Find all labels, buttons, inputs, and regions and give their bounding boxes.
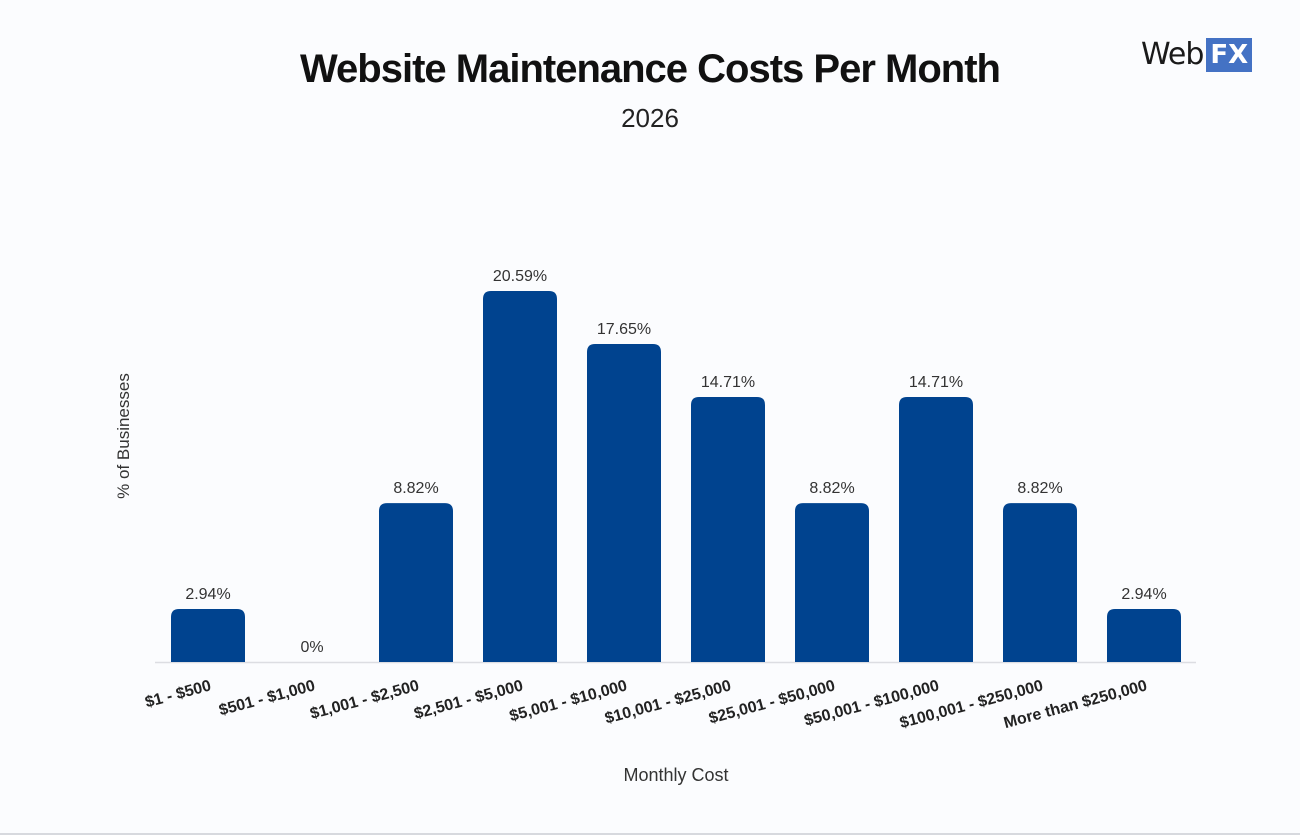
chart-subtitle: 2026	[621, 103, 679, 133]
data-label: 2.94%	[1121, 586, 1166, 603]
bar	[587, 343, 661, 662]
data-label: 2.94%	[185, 586, 230, 603]
x-tick-label: $1,001 - $2,500	[308, 677, 421, 722]
x-tick-label: $1 - $500	[143, 677, 213, 711]
data-label: 8.82%	[393, 480, 438, 497]
data-label: 8.82%	[809, 480, 854, 497]
data-label: 14.71%	[909, 374, 963, 391]
bar	[1003, 503, 1077, 662]
bar	[171, 609, 245, 662]
data-label: 14.71%	[701, 374, 755, 391]
bar	[691, 396, 765, 662]
chart-title: Website Maintenance Costs Per Month	[300, 47, 1000, 91]
data-label: 20.59%	[493, 268, 547, 285]
bar	[483, 291, 557, 662]
data-label: 17.65%	[597, 321, 651, 338]
webfx-logo: Web FX	[1141, 37, 1253, 72]
bar	[899, 396, 973, 662]
data-label: 8.82%	[1017, 480, 1062, 497]
bar	[795, 503, 869, 662]
x-axis-label: Monthly Cost	[623, 765, 728, 785]
x-tick-label: $2,501 - $5,000	[412, 677, 525, 722]
x-tick-label: $501 - $1,000	[217, 677, 317, 719]
data-label: 0%	[300, 639, 323, 656]
y-axis-label: % of Businesses	[114, 373, 133, 499]
bar	[379, 503, 453, 662]
bar	[1107, 609, 1181, 662]
bottom-divider	[0, 833, 1300, 835]
